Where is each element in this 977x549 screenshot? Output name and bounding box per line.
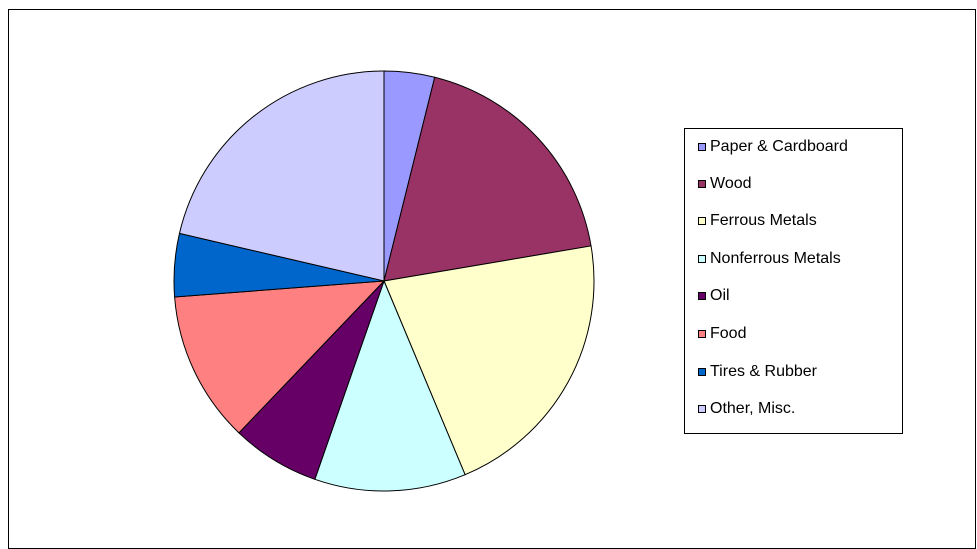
legend-item-tires-rubber: Tires & Rubber	[698, 362, 817, 382]
legend-item-paper-cardboard: Paper & Cardboard	[698, 137, 848, 157]
legend-label: Food	[710, 325, 747, 342]
legend-swatch	[698, 217, 706, 225]
legend-swatch	[698, 255, 706, 263]
legend-item-ferrous-metals: Ferrous Metals	[698, 211, 817, 231]
legend-swatch	[698, 180, 706, 188]
legend-item-oil: Oil	[698, 286, 730, 306]
pie-slice-other-misc	[178, 70, 385, 282]
legend-label: Paper & Cardboard	[710, 138, 848, 155]
pie-slices	[173, 70, 595, 492]
legend-swatch	[698, 143, 706, 151]
pie-slice-ferrous-metals	[383, 245, 595, 476]
legend-item-other-misc: Other, Misc.	[698, 399, 795, 419]
legend-label: Ferrous Metals	[710, 212, 817, 229]
pie-slice-nonferrous-metals	[314, 279, 466, 492]
chart-legend: Paper & Cardboard Wood Ferrous Metals No…	[684, 128, 903, 434]
legend-label: Wood	[710, 175, 752, 192]
legend-label: Oil	[710, 287, 730, 304]
legend-swatch	[698, 330, 706, 338]
legend-swatch	[698, 292, 706, 300]
legend-label: Nonferrous Metals	[710, 250, 841, 267]
pie-slice-food	[174, 280, 386, 434]
legend-label: Other, Misc.	[710, 400, 796, 417]
pie-slice-wood	[383, 76, 592, 282]
legend-item-food: Food	[698, 324, 746, 344]
legend-item-wood: Wood	[698, 174, 752, 194]
legend-label: Tires & Rubber	[710, 363, 817, 380]
legend-swatch	[698, 405, 706, 413]
legend-item-nonferrous-metals: Nonferrous Metals	[698, 249, 841, 269]
legend-swatch	[698, 368, 706, 376]
